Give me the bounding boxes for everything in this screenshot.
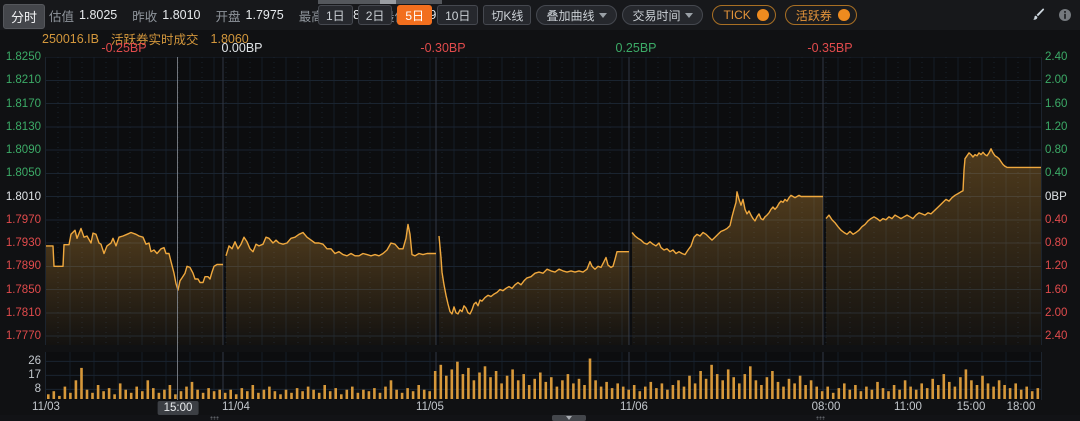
day-change-label: -0.25BP bbox=[101, 41, 147, 55]
y-axis-tick: 1.8050 bbox=[5, 167, 41, 180]
y-axis-tick: 0.80 bbox=[1045, 237, 1068, 249]
volume-axis-tick: 8 bbox=[34, 383, 41, 395]
y-axis-tick: 1.7890 bbox=[5, 260, 41, 273]
dropdown-label: 叠加曲线 bbox=[546, 8, 595, 23]
quote-stat: 昨收 1.8010 bbox=[132, 6, 200, 25]
crosshair-line bbox=[177, 57, 178, 400]
y-axis-tick: 2.40 bbox=[1045, 51, 1068, 63]
y-axis-tick: 0BP bbox=[1045, 190, 1067, 203]
active-bond-line: 250016.IB 活跃券实时成交 1.8060 bbox=[42, 30, 249, 48]
quote-stat: 开盘 1.7975 bbox=[216, 6, 284, 25]
stat-label: 估值 bbox=[49, 9, 75, 24]
y-axis-tick: 1.8090 bbox=[5, 144, 41, 156]
toggle-TICK[interactable]: TICK bbox=[712, 5, 776, 25]
x-axis: 11/03 15:00 11/04 11/05 11/06 08:00 11:00 15:00… bbox=[0, 400, 1080, 415]
y-axis-tick: 2.00 bbox=[1045, 74, 1068, 87]
x-axis-tick: 08:00 bbox=[811, 401, 841, 413]
scrollbar-grip-left[interactable] bbox=[210, 416, 219, 420]
stat-value: 1.8010 bbox=[162, 8, 201, 22]
y-axis-tick: 1.7970 bbox=[5, 213, 41, 226]
day-change-label: -0.30BP bbox=[420, 41, 466, 55]
y-axis-tick: 1.7770 bbox=[5, 330, 41, 342]
y-axis-tick: 1.8130 bbox=[5, 120, 41, 133]
y-axis-tick: 0.80 bbox=[1045, 144, 1068, 156]
y-axis-tick: 1.8170 bbox=[5, 97, 41, 110]
toggle-knob bbox=[756, 9, 769, 21]
volume-axis-tick: 26 bbox=[28, 355, 41, 367]
y-axis-tick: 2.00 bbox=[1045, 306, 1068, 319]
x-axis-tick: 11/03 bbox=[32, 401, 60, 413]
chevron-down-icon bbox=[599, 12, 608, 18]
x-axis-tick: 11/04 bbox=[222, 401, 250, 413]
day-change-label: 0.25BP bbox=[615, 41, 657, 55]
y-axis-tick: 1.8010 bbox=[5, 190, 41, 203]
price-chart[interactable] bbox=[45, 57, 1042, 345]
y-axis-tick: 1.7930 bbox=[5, 237, 41, 249]
y-axis-tick: 1.60 bbox=[1045, 283, 1068, 296]
y-axis-tick: 1.8210 bbox=[5, 74, 41, 87]
active-bond-label: 活跃券实时成交 bbox=[111, 33, 199, 47]
brush-icon[interactable] bbox=[1030, 7, 1045, 22]
info-icon[interactable] bbox=[1058, 8, 1072, 22]
y-axis-tick: 1.7850 bbox=[5, 283, 41, 296]
dropdown-label: 交易时间 bbox=[632, 8, 681, 23]
period-button-2日[interactable]: 2日 bbox=[357, 5, 393, 25]
toggle-label: 活跃券 bbox=[795, 8, 832, 23]
y-axis-tick: 1.7810 bbox=[5, 306, 41, 319]
active-bond-price: 1.8060 bbox=[210, 31, 249, 46]
y-axis-tick: 1.60 bbox=[1045, 97, 1068, 110]
period-button-切K线[interactable]: 切K线 bbox=[483, 5, 532, 25]
y-axis-tick: 0.40 bbox=[1045, 167, 1068, 180]
y-axis-tick: 1.20 bbox=[1045, 120, 1068, 133]
top-scrollbar[interactable] bbox=[318, 0, 442, 4]
bottom-scrollbar[interactable] bbox=[0, 415, 1080, 421]
day-change-label: 0.00BP bbox=[221, 41, 263, 55]
chevron-down-icon bbox=[685, 12, 694, 18]
toggle-活跃券[interactable]: 活跃券 bbox=[784, 5, 857, 25]
toolbar: 分时 估值1.8025昨收1.8010开盘1.7975最高1.8080最低1.7… bbox=[0, 0, 1080, 30]
day-change-label: -0.35BP bbox=[807, 41, 853, 55]
x-axis-tick: 18:00 bbox=[1006, 401, 1036, 413]
bond-code: 250016.IB bbox=[42, 31, 99, 46]
x-axis-tick: 11:00 bbox=[894, 401, 922, 413]
stat-label: 最高 bbox=[298, 9, 324, 24]
x-axis-tick-highlighted: 15:00 bbox=[157, 401, 199, 415]
stat-label: 昨收 bbox=[132, 9, 158, 24]
x-axis-tick: 11/05 bbox=[416, 401, 444, 413]
dropdown-交易时间[interactable]: 交易时间 bbox=[622, 5, 704, 25]
chart-controls: 1日 2日 5日 10日 切K线 叠加曲线 交易时间 TICK 活跃券 bbox=[318, 5, 857, 25]
period-button-1日[interactable]: 1日 bbox=[318, 5, 353, 25]
stat-label: 开盘 bbox=[215, 9, 241, 24]
dropdown-叠加曲线[interactable]: 叠加曲线 bbox=[536, 5, 618, 25]
quote-stat: 估值 1.8025 bbox=[49, 6, 117, 25]
volume-axis-tick: 17 bbox=[28, 369, 41, 381]
toggle-knob bbox=[837, 9, 850, 21]
toggle-label: TICK bbox=[723, 8, 751, 22]
chevron-down-icon bbox=[566, 416, 572, 420]
scrollbar-grip-right[interactable] bbox=[816, 416, 825, 420]
volume-chart[interactable] bbox=[45, 352, 1042, 400]
y-axis-tick: 1.8250 bbox=[5, 51, 41, 63]
top-scrollbar-thumb[interactable] bbox=[380, 0, 396, 4]
stat-value: 1.8025 bbox=[79, 8, 118, 22]
tab-intraday[interactable]: 分时 bbox=[3, 4, 45, 29]
y-axis-tick: 1.20 bbox=[1045, 260, 1068, 273]
x-axis-tick: 15:00 bbox=[956, 401, 986, 413]
stat-value: 1.7975 bbox=[245, 8, 284, 22]
pane-collapse-handle[interactable] bbox=[552, 415, 586, 421]
y-axis-tick: 0.40 bbox=[1045, 213, 1068, 226]
y-axis-tick: 2.40 bbox=[1045, 330, 1068, 342]
period-button-10日[interactable]: 10日 bbox=[437, 5, 479, 25]
period-button-5日[interactable]: 5日 bbox=[397, 5, 433, 25]
x-axis-tick: 11/06 bbox=[620, 401, 648, 413]
